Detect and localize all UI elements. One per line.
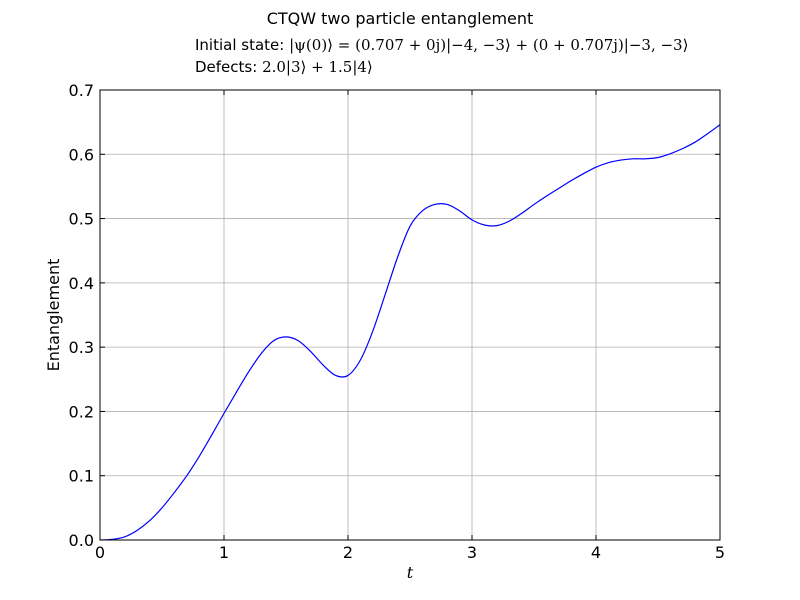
tick-labels: 0 1 2 3 4 5 0.0 0.1 0.2 0.3 0.4 0.5 0.6 0.7 [69,81,726,562]
x-axis-label: t [407,563,414,582]
y-tick-label: 0.2 [69,402,94,421]
chart-title: CTQW two particle entanglement [267,9,534,28]
x-tick-label: 4 [591,543,601,562]
y-tick-label: 0.6 [69,145,94,164]
x-tick-label: 1 [219,543,229,562]
grid-lines [99,89,721,541]
x-tick-label: 3 [467,543,477,562]
chart-subtitle-defects: Defects: 2.0|3⟩ + 1.5|4⟩ [195,58,373,76]
axis-ticks [99,89,721,541]
y-tick-label: 0.5 [69,210,94,229]
y-tick-label: 0.4 [69,274,94,293]
x-tick-label: 5 [715,543,725,562]
series-line [99,124,721,541]
defects-value: 2.0|3⟩ + 1.5|4⟩ [262,58,373,76]
y-tick-label: 0.3 [69,338,94,357]
plot-frame [99,89,721,541]
y-tick-label: 0.7 [69,81,94,100]
initial-state-label: Initial state: [195,36,289,54]
y-axis-label: Entanglement [44,259,63,372]
defects-label: Defects: [195,58,262,76]
chart-subtitle-initial-state: Initial state: |ψ(0)⟩ = (0.707 + 0j)|−4,… [195,36,688,54]
x-tick-label: 2 [343,543,353,562]
x-tick-label: 0 [95,543,105,562]
y-tick-label: 0.0 [69,531,94,550]
initial-state-value: |ψ(0)⟩ = (0.707 + 0j)|−4, −3⟩ + (0 + 0.7… [289,36,688,54]
y-tick-label: 0.1 [69,467,94,486]
